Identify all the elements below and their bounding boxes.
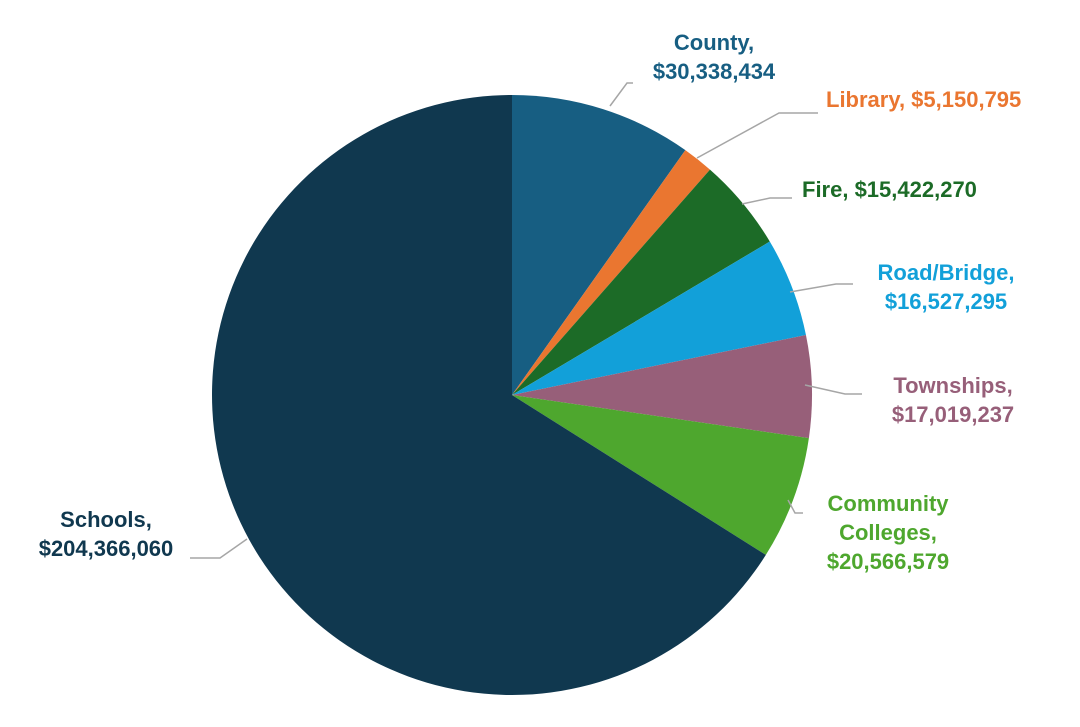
data-label-line: $16,527,295 xyxy=(885,289,1007,314)
leader-line-road-bridge xyxy=(789,283,853,293)
data-label-line: Colleges, xyxy=(839,520,937,545)
pie-slice-townships xyxy=(512,335,813,439)
data-label-schools: Schools, $204,366,060 xyxy=(39,507,174,561)
leader-line-schools xyxy=(190,538,248,559)
data-labels: County, $30,338,434 Library, $5,150,795 Fir… xyxy=(39,30,1022,574)
data-label-road-bridge: Road/Bridge, $16,527,295 xyxy=(878,260,1015,314)
data-label-line: Road/Bridge, xyxy=(878,260,1015,285)
data-label-line: $204,366,060 xyxy=(39,536,174,561)
pie-slice-road-bridge xyxy=(512,241,806,395)
leader-line-townships xyxy=(804,384,862,395)
leader-line-community-colleges xyxy=(787,499,803,514)
data-label-line: Library, $5,150,795 xyxy=(826,87,1021,112)
data-label-community-colleges: Community Colleges, $20,566,579 xyxy=(827,491,949,574)
pie-slice-schools xyxy=(212,95,766,695)
pie-slice-county xyxy=(512,95,686,395)
data-label-county: County, $30,338,434 xyxy=(653,30,776,84)
leader-line-library xyxy=(696,112,818,159)
pie-slice-fire xyxy=(512,169,770,395)
pie-slice-library xyxy=(512,150,710,395)
data-label-line: $17,019,237 xyxy=(892,402,1014,427)
data-label-line: County, xyxy=(674,30,754,55)
pie-slices xyxy=(212,95,813,695)
leader-line-fire xyxy=(741,197,792,205)
data-label-line: $30,338,434 xyxy=(653,59,776,84)
data-label-townships: Townships, $17,019,237 xyxy=(892,373,1014,427)
data-label-fire: Fire, $15,422,270 xyxy=(802,177,977,202)
data-label-line: $20,566,579 xyxy=(827,549,949,574)
data-label-line: Schools, xyxy=(60,507,152,532)
data-label-line: Community xyxy=(828,491,950,516)
data-label-line: Fire, $15,422,270 xyxy=(802,177,977,202)
data-label-library: Library, $5,150,795 xyxy=(826,87,1021,112)
pie-slice-community-colleges xyxy=(512,395,809,555)
leader-line-county xyxy=(609,82,633,107)
leader-lines xyxy=(190,82,862,559)
data-label-line: Townships, xyxy=(893,373,1012,398)
